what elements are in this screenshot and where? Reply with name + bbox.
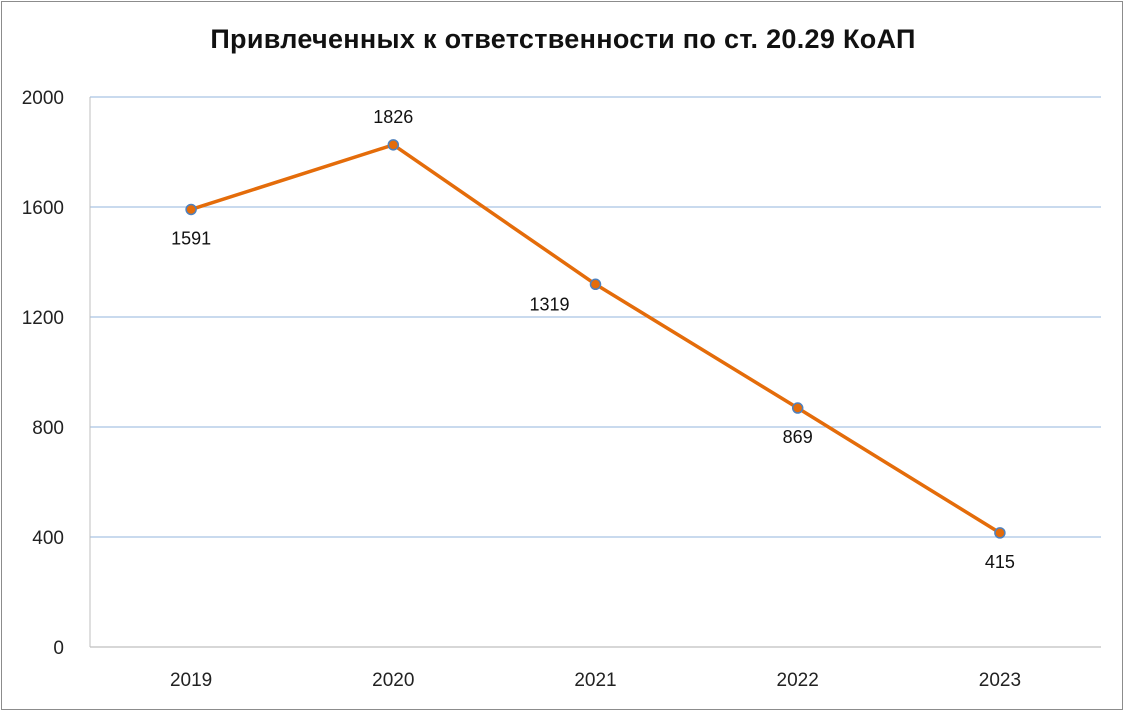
- y-tick-label: 0: [53, 638, 64, 659]
- series-line: [190, 143, 1001, 535]
- y-tick-label: 1200: [22, 308, 64, 329]
- data-label: 415: [985, 552, 1015, 572]
- y-tick-label: 2000: [22, 88, 64, 109]
- chart-title: Привлеченных к ответственности по ст. 20…: [210, 24, 916, 54]
- y-tick-label: 400: [32, 528, 64, 549]
- x-tick-label: 2022: [777, 670, 819, 691]
- x-tick-label: 2020: [372, 670, 414, 691]
- data-point: [387, 139, 400, 151]
- data-label: 1591: [171, 228, 211, 248]
- data-point: [185, 203, 197, 216]
- y-tick-label: 800: [32, 418, 64, 439]
- data-point: [791, 402, 804, 414]
- data-label: 1826: [373, 107, 413, 127]
- data-point: [994, 527, 1006, 539]
- x-tick-label: 2023: [979, 670, 1021, 691]
- y-tick-label: 1600: [22, 198, 64, 219]
- x-tick-label: 2019: [170, 670, 212, 691]
- x-tick-label: 2021: [574, 670, 616, 691]
- data-label: 1319: [529, 294, 569, 314]
- data-label: 869: [783, 427, 813, 447]
- data-point: [589, 278, 602, 291]
